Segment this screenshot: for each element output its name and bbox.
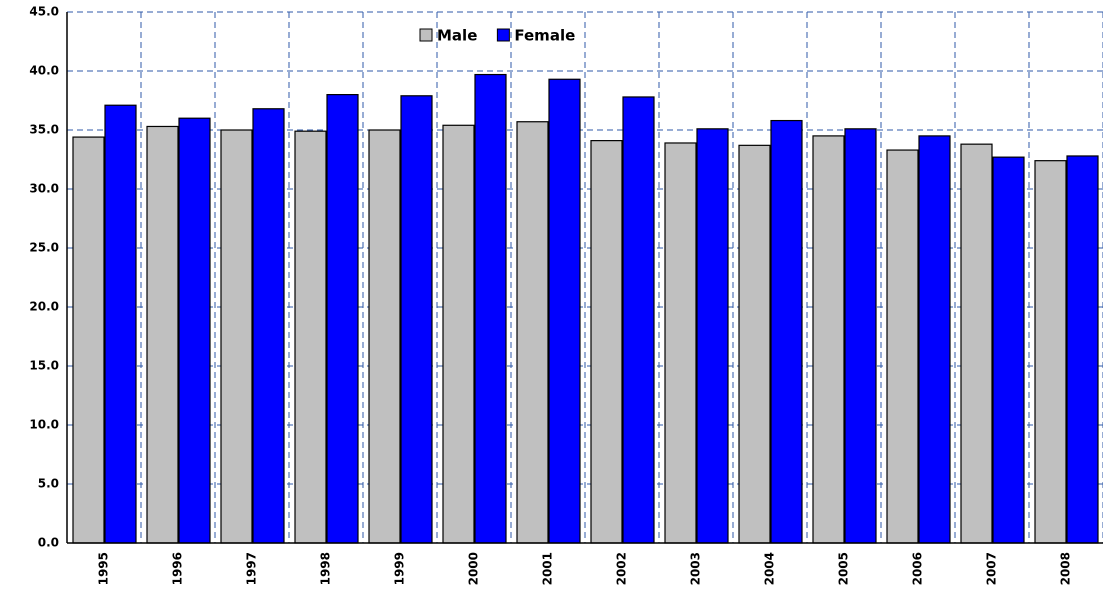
bar (992, 156, 1025, 544)
x-tick-label: 2004 (763, 552, 777, 585)
legend-swatch (419, 28, 433, 42)
x-tick-label: 2002 (615, 552, 629, 585)
y-tick-label: 20.0 (29, 300, 59, 314)
y-tick-label: 25.0 (29, 241, 59, 255)
legend-swatch (496, 28, 510, 42)
x-tick-label: 1997 (245, 552, 259, 585)
bar (886, 149, 919, 544)
bar (844, 128, 877, 544)
x-tick-label: 1996 (171, 552, 185, 585)
bar (326, 93, 359, 544)
bar (696, 128, 729, 544)
x-tick-label: 2007 (985, 552, 999, 585)
bar (770, 119, 803, 544)
y-tick-label: 40.0 (29, 64, 59, 78)
y-tick-label: 0.0 (38, 536, 59, 550)
bar (1034, 160, 1067, 544)
x-tick-label: 1999 (393, 552, 407, 585)
bar (812, 135, 845, 544)
bar (664, 142, 697, 544)
y-tick-label: 15.0 (29, 359, 59, 373)
bar (146, 125, 179, 544)
x-tick-label: 2000 (467, 552, 481, 585)
legend: Male Female (419, 27, 575, 45)
bar (1066, 155, 1099, 544)
y-tick-label: 30.0 (29, 182, 59, 196)
bar (738, 144, 771, 544)
x-tick-label: 2003 (689, 552, 703, 585)
bar (590, 140, 623, 544)
y-tick-label: 5.0 (38, 477, 59, 491)
bar (474, 73, 507, 544)
y-tick-label: 10.0 (29, 418, 59, 432)
x-tick-label: 1998 (319, 552, 333, 585)
bar (220, 129, 253, 544)
x-tick-label: 2001 (541, 552, 555, 585)
x-tick-label: 2005 (837, 552, 851, 585)
x-tick-label: 1995 (97, 552, 111, 585)
legend-label: Female (514, 27, 575, 45)
bar (442, 124, 475, 544)
y-tick-label: 35.0 (29, 123, 59, 137)
bar (252, 108, 285, 544)
legend-label: Male (437, 27, 477, 45)
bar (294, 130, 327, 544)
bar (516, 121, 549, 544)
y-tick-label: 45.0 (29, 5, 59, 19)
bar (400, 95, 433, 544)
x-tick-label: 2006 (911, 552, 925, 585)
bar (104, 104, 137, 544)
bar (918, 135, 951, 544)
x-tick-label: 2008 (1059, 552, 1073, 585)
bar (368, 129, 401, 544)
bar (548, 78, 581, 544)
bar (960, 143, 993, 544)
bar (178, 117, 211, 544)
bar (622, 96, 655, 544)
bar (72, 136, 105, 544)
